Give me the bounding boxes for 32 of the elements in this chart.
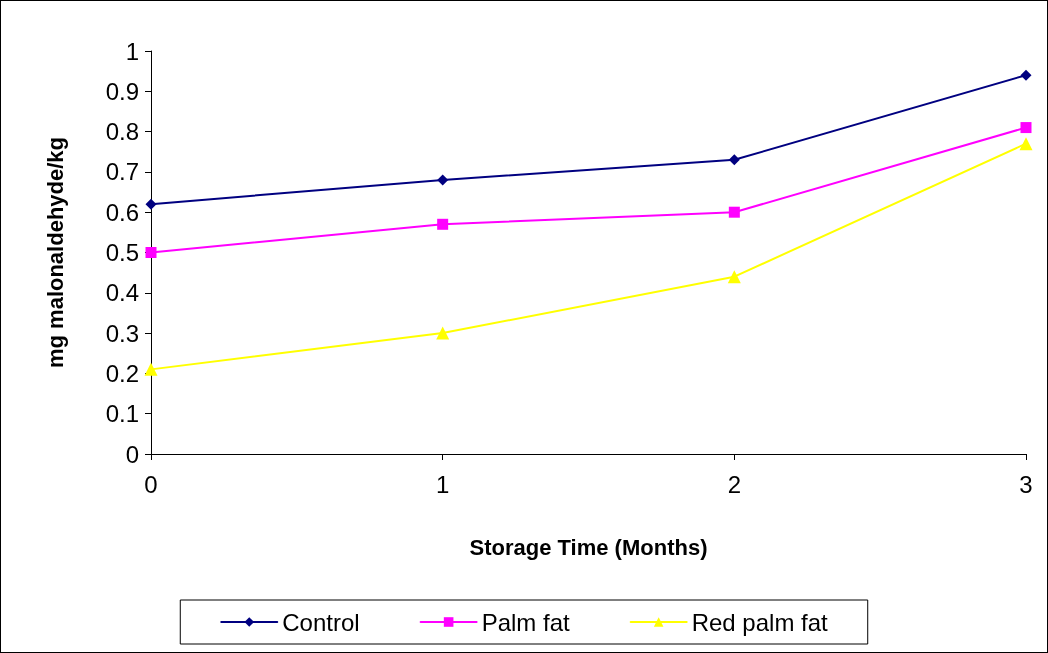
y-tick-label: 0.5 [105,239,139,266]
legend-label: Red palm fat [691,608,829,636]
y-axis-title: mg malonaldehyde/kg [42,136,68,369]
legend-label: Palm fat [481,608,570,636]
point [1020,69,1032,81]
x-tick-label: 3 [1019,470,1033,498]
y-tick-label: 1 [125,37,139,65]
y-tick-label: 0.9 [105,77,139,105]
x-tick-label: 2 [727,470,742,498]
x-tick-label: 0 [144,470,158,498]
legend-label: Control [282,608,360,636]
point [728,154,740,166]
y-tick-label: 0 [125,440,139,468]
x-tick-label: 1 [435,470,450,498]
y-tick-label: 0.4 [105,279,139,307]
y-tick-label: 0.2 [105,359,139,387]
point [1019,137,1033,151]
point [437,174,449,186]
point [728,206,740,218]
point [145,247,157,258]
point [144,362,158,376]
y-tick-label: 0.1 [105,400,139,428]
point [437,218,449,230]
y-tick-label: 0.6 [105,198,139,226]
point [727,270,741,284]
point [1020,122,1032,134]
x-axis-title: Storage Time (Months) [469,534,708,560]
y-tick-label: 0.3 [105,319,139,347]
y-tick-label: 0.7 [105,158,139,186]
point [145,198,157,210]
y-tick-label: 0.8 [105,118,139,146]
point [436,326,450,340]
